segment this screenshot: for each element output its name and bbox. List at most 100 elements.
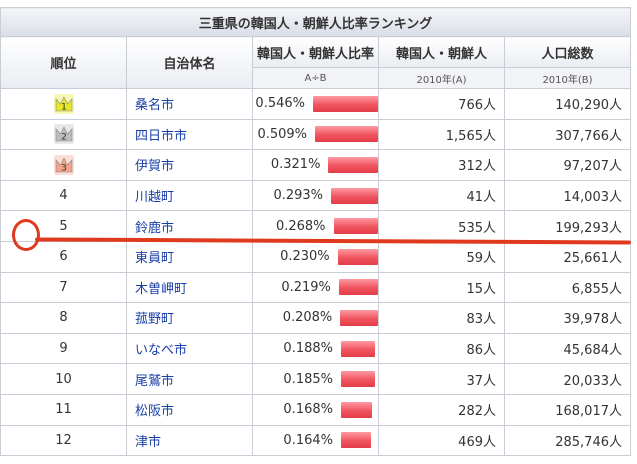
ratio-cell: 0.268%: [252, 210, 379, 242]
municipality-link[interactable]: 四日市市: [126, 118, 253, 151]
municipality-link[interactable]: 菰野町: [126, 302, 253, 334]
rank-number: 2: [61, 133, 67, 143]
population-cell: 140,290人: [504, 88, 631, 120]
municipality-link[interactable]: 津市: [126, 424, 253, 457]
rank-number: 5: [59, 218, 68, 234]
ratio-bar: [341, 371, 375, 388]
population-cell: 97,207人: [504, 149, 631, 181]
table-row: 10 尾鷲市 0.185% 37人 20,033人: [0, 363, 631, 395]
ratio-bar: [328, 156, 378, 173]
ratio-cell: 0.164%: [252, 424, 379, 457]
ratio-bar: [341, 340, 376, 357]
table-row: 8 菰野町 0.208% 83人 39,978人: [0, 302, 631, 334]
municipality-link[interactable]: 鈴鹿市: [126, 210, 253, 242]
korean-count-cell: 15人: [378, 271, 505, 304]
ratio-cell: 0.219%: [252, 271, 379, 304]
population-cell: 307,766人: [504, 118, 631, 151]
korean-count-cell: 41人: [378, 179, 505, 212]
municipality-link[interactable]: 伊賀市: [126, 149, 253, 181]
rank-number: 10: [55, 371, 72, 387]
ratio-bar: [331, 187, 378, 204]
ratio-value: 0.164%: [283, 432, 333, 448]
ratio-cell: 0.185%: [252, 363, 379, 395]
ratio-bar: [337, 248, 378, 265]
korean-count-cell: 312人: [378, 149, 505, 181]
rank-number: 1: [61, 102, 67, 112]
table-row: 6 東員町 0.230% 59人 25,661人: [0, 240, 631, 273]
municipality-link[interactable]: 木曽岬町: [126, 271, 253, 304]
population-cell: 14,003人: [504, 179, 631, 212]
table-row: 9 いなべ市 0.188% 86人 45,684人: [0, 332, 631, 365]
population-cell: 285,746人: [504, 424, 631, 457]
korean-count-cell: 86人: [378, 332, 505, 365]
table-title: 三重県の韓国人・朝鮮人比率ランキング: [0, 7, 631, 37]
population-cell: 199,293人: [504, 210, 631, 242]
subheader-ratio: A÷B: [252, 67, 379, 89]
municipality-link[interactable]: いなべ市: [126, 332, 253, 365]
rank-cell: 12: [0, 424, 127, 457]
ratio-bar: [315, 126, 378, 143]
rank-cell: 1: [0, 88, 127, 120]
subheader-korean: 2010年(A): [378, 67, 505, 89]
rank-number: 4: [59, 188, 68, 204]
ranking-table: 三重県の韓国人・朝鮮人比率ランキング 順位 自治体名 韓国人・朝鮮人比率 韓国人…: [0, 7, 631, 457]
header-korean: 韓国人・朝鮮人: [378, 36, 505, 68]
korean-count-cell: 1,565人: [378, 118, 505, 151]
municipality-link[interactable]: 川越町: [126, 179, 253, 212]
ratio-cell: 0.546%: [252, 88, 379, 120]
ratio-cell: 0.168%: [252, 393, 379, 426]
ratio-value: 0.185%: [283, 371, 333, 387]
korean-count-cell: 535人: [378, 210, 505, 242]
rank-number: 12: [55, 432, 72, 448]
crown-icon: 1: [53, 93, 75, 115]
ratio-bar: [340, 309, 378, 326]
korean-count-cell: 766人: [378, 88, 505, 120]
ratio-value: 0.509%: [257, 126, 308, 142]
ratio-cell: 0.293%: [252, 179, 379, 212]
ratio-value: 0.293%: [273, 188, 324, 204]
municipality-link[interactable]: 松阪市: [126, 393, 253, 426]
ratio-cell: 0.509%: [252, 118, 379, 151]
header-ratio: 韓国人・朝鮮人比率: [252, 36, 379, 68]
rank-cell: 8: [0, 302, 127, 334]
rank-cell: 2: [0, 118, 127, 151]
table-row: 4 川越町 0.293% 41人 14,003人: [0, 179, 631, 212]
ratio-value: 0.168%: [283, 402, 333, 418]
municipality-link[interactable]: 東員町: [126, 240, 253, 273]
rank-number: 6: [59, 249, 68, 265]
korean-count-cell: 59人: [378, 240, 505, 273]
ratio-bar: [333, 218, 378, 235]
rank-cell: 4: [0, 179, 127, 212]
municipality-link[interactable]: 尾鷲市: [126, 363, 253, 395]
table-row: 7 木曽岬町 0.219% 15人 6,855人: [0, 271, 631, 304]
ratio-value: 0.546%: [255, 96, 305, 112]
municipality-link[interactable]: 桑名市: [126, 88, 253, 120]
rank-cell: 11: [0, 393, 127, 426]
table-row: 3 伊賀市 0.321% 312人 97,207人: [0, 149, 631, 181]
table-row: 12 津市 0.164% 469人 285,746人: [0, 424, 631, 457]
rank-cell: 3: [0, 149, 127, 181]
rank-cell: 10: [0, 363, 127, 395]
header-rank: 順位: [0, 36, 127, 89]
table-row: 1 桑名市 0.546% 766人 140,290人: [0, 88, 631, 120]
rank-cell: 7: [0, 271, 127, 304]
korean-count-cell: 282人: [378, 393, 505, 426]
population-cell: 45,684人: [504, 332, 631, 365]
ratio-cell: 0.321%: [252, 149, 379, 181]
subheader-population: 2010年(B): [504, 67, 631, 89]
ratio-cell: 0.188%: [252, 332, 379, 365]
ratio-value: 0.208%: [282, 310, 333, 326]
table-row: 11 松阪市 0.168% 282人 168,017人: [0, 393, 631, 426]
crown-icon: 3: [53, 154, 75, 176]
ratio-value: 0.268%: [275, 218, 326, 234]
rank-number: 3: [61, 163, 67, 173]
population-cell: 20,033人: [504, 363, 631, 395]
ratio-bar: [341, 401, 372, 418]
rank-number: 9: [59, 341, 68, 357]
ratio-value: 0.321%: [270, 157, 321, 173]
korean-count-cell: 37人: [378, 363, 505, 395]
crown-icon: 2: [53, 123, 75, 145]
population-cell: 25,661人: [504, 240, 631, 273]
header-population: 人口総数: [504, 36, 631, 68]
